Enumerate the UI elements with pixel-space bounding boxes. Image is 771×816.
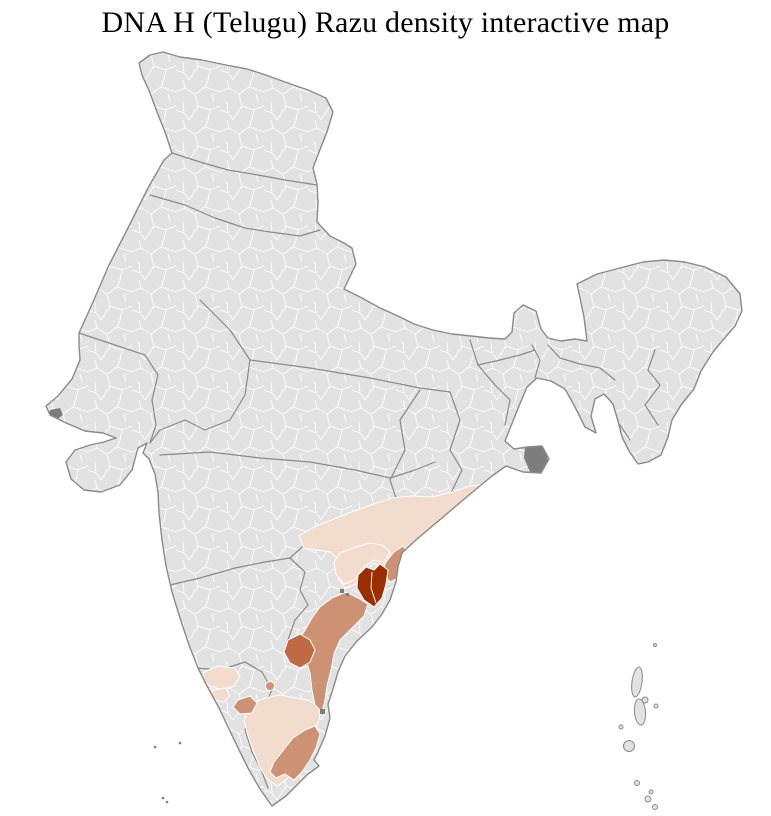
andaman-nicobar-islands[interactable] (618, 643, 659, 810)
core-district-divider (370, 571, 377, 604)
mysore-district[interactable] (232, 695, 258, 715)
sundarbans-delta (524, 441, 548, 475)
district-mesh (46, 52, 742, 806)
godavari-upland-belt[interactable] (333, 542, 391, 585)
tamil-nadu-southeast-coast[interactable] (269, 725, 321, 781)
bangalore-urban[interactable] (265, 681, 275, 691)
page-title: DNA H (Telugu) Razu density interactive … (101, 6, 670, 39)
visakhapatnam-godavari-core[interactable] (356, 563, 389, 608)
lakshadweep-islands[interactable] (153, 741, 182, 804)
rayalaseema-kadapa[interactable] (283, 633, 316, 669)
godavari-reservoir-specks (340, 589, 349, 596)
chennai-city-dot (320, 709, 325, 714)
india-outline (45, 51, 743, 807)
